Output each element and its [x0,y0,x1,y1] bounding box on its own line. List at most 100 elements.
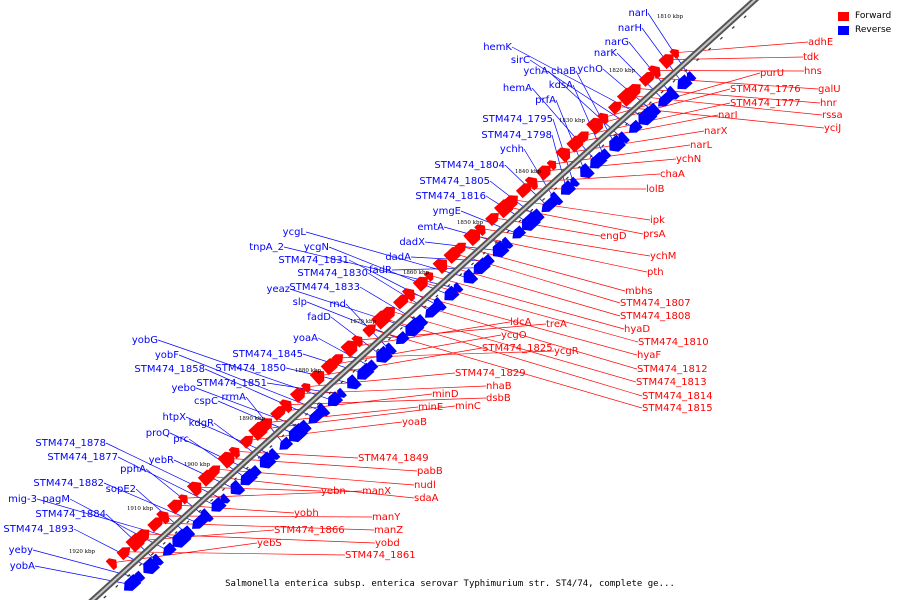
forward-leader-29 [382,317,643,397]
reverse-feature-46 [240,468,258,486]
reverse-feature-34 [357,362,375,380]
forward-feature-27 [393,294,409,310]
forward-gene-label: hyaF [637,350,661,361]
reverse-gene-label: narH [618,23,642,34]
reverse-gene-label: STM474_1878 [35,438,106,449]
backbone-dash [636,112,640,115]
forward-gene-label: STM474_1815 [642,403,713,414]
backbone-dash [470,262,475,266]
reverse-gene-label: narG [605,37,629,48]
backbone-dash [162,541,166,545]
forward-gene-label: yebS [257,538,282,549]
backbone-dash [565,176,569,180]
forward-feature-1 [658,54,674,70]
backbone-dash [221,488,226,492]
forward-gene-label: manZ [374,525,403,536]
backbone-dash [530,208,534,212]
forward-leader-31 [358,323,547,341]
kbp-tick-label: 1890 kbp [239,416,266,422]
forward-gene-label: adhE [808,37,833,48]
forward-gene-label: manY [372,512,401,523]
forward-feature-53 [125,533,145,553]
reverse-gene-label: prc [173,434,189,445]
backbone-dash [648,101,652,105]
forward-gene-label: minC [455,401,481,412]
reverse-feature-58 [124,574,142,591]
backbone-dash [684,69,688,72]
reverse-feature-48 [220,493,231,504]
backbone-dash [494,240,498,244]
reverse-feature-12 [570,176,580,187]
reverse-leader-5 [511,46,646,119]
reverse-gene-label: ychh [500,144,524,155]
reverse-gene-label: narK [594,48,618,59]
forward-gene-label: STM474_1814 [642,391,713,402]
reverse-feature-1 [677,74,693,90]
backbone-dash [293,423,297,427]
backbone-dash [411,316,415,320]
forward-gene-label: yciJ [824,123,841,134]
reverse-gene-label: STM474_1845 [232,349,303,360]
forward-gene-label: narX [704,126,728,137]
backbone-dash [553,187,557,191]
forward-feature-43 [228,446,240,459]
forward-gene-label: treA [546,319,567,330]
forward-leader-3 [648,77,819,90]
reverse-gene-label: prfA [535,95,556,106]
forward-feature-36 [300,383,311,394]
reverse-feature-0 [686,71,697,82]
reverse-gene-label: STM474_1798 [481,130,552,141]
kbp-tick-label: 1880 kbp [295,368,322,374]
backbone-dash [233,477,237,481]
reverse-gene-label: ycgL [283,227,307,238]
gene-features [103,15,747,599]
backbone-dash [518,219,522,223]
reverse-feature-53 [172,528,192,548]
forward-feature-41 [248,421,268,441]
forward-gene-label: STM474_1829 [455,368,526,379]
reverse-gene-label: rrmA [222,392,247,403]
legend-reverse-label: Reverse [855,25,892,35]
kbp-tick-label: 1830 kbp [559,118,586,124]
forward-leader-26 [410,292,638,356]
forward-gene-label: ipk [650,215,665,226]
genome-backbone-highlight [91,0,757,600]
reverse-gene-label: yebR [149,455,174,466]
forward-feature-23 [432,258,448,274]
forward-feature-34 [320,358,338,376]
forward-feature-24 [423,271,434,282]
reverse-feature-10 [590,151,608,169]
forward-gene-label: minD [432,389,459,400]
backbone-dash [186,520,190,524]
forward-leader-19 [481,228,651,257]
forward-gene-label: dsbB [486,393,511,404]
reverse-gene-label: sirC [511,55,530,66]
reverse-feature-36 [337,387,347,398]
forward-gene-label: pabB [417,466,443,477]
forward-leader-41 [260,405,456,430]
reverse-feature-27 [425,302,441,318]
reverse-gene-label: tnpA_2 [249,242,284,253]
forward-gene-label: hyaD [624,324,650,335]
backbone-dash [399,326,403,330]
backbone-dash [328,391,332,395]
reverse-gene-label: kdgR [189,418,214,429]
backbone-dash [625,122,629,126]
forward-feature-22 [443,247,461,264]
backbone-dash [589,154,593,158]
legend-reverse: Reverse [838,23,891,37]
forward-gene-label: mbhs [625,286,653,297]
kbp-tick-label: 1900 kbp [184,462,211,468]
reverse-feature-3 [658,91,674,107]
forward-gene-label: yobd [375,538,400,549]
forward-feature-55 [105,558,117,571]
forward-gene-label: nudl [414,480,436,491]
backbone-dash [731,26,735,29]
reverse-gene-label: STM474_1858 [134,364,205,375]
forward-gene-label: pth [647,267,664,278]
forward-gene-label: sdaA [414,493,439,504]
forward-gene-label: manX [362,486,391,497]
reverse-feature-20 [492,240,510,258]
reverse-gene-label: cspC [194,396,218,407]
